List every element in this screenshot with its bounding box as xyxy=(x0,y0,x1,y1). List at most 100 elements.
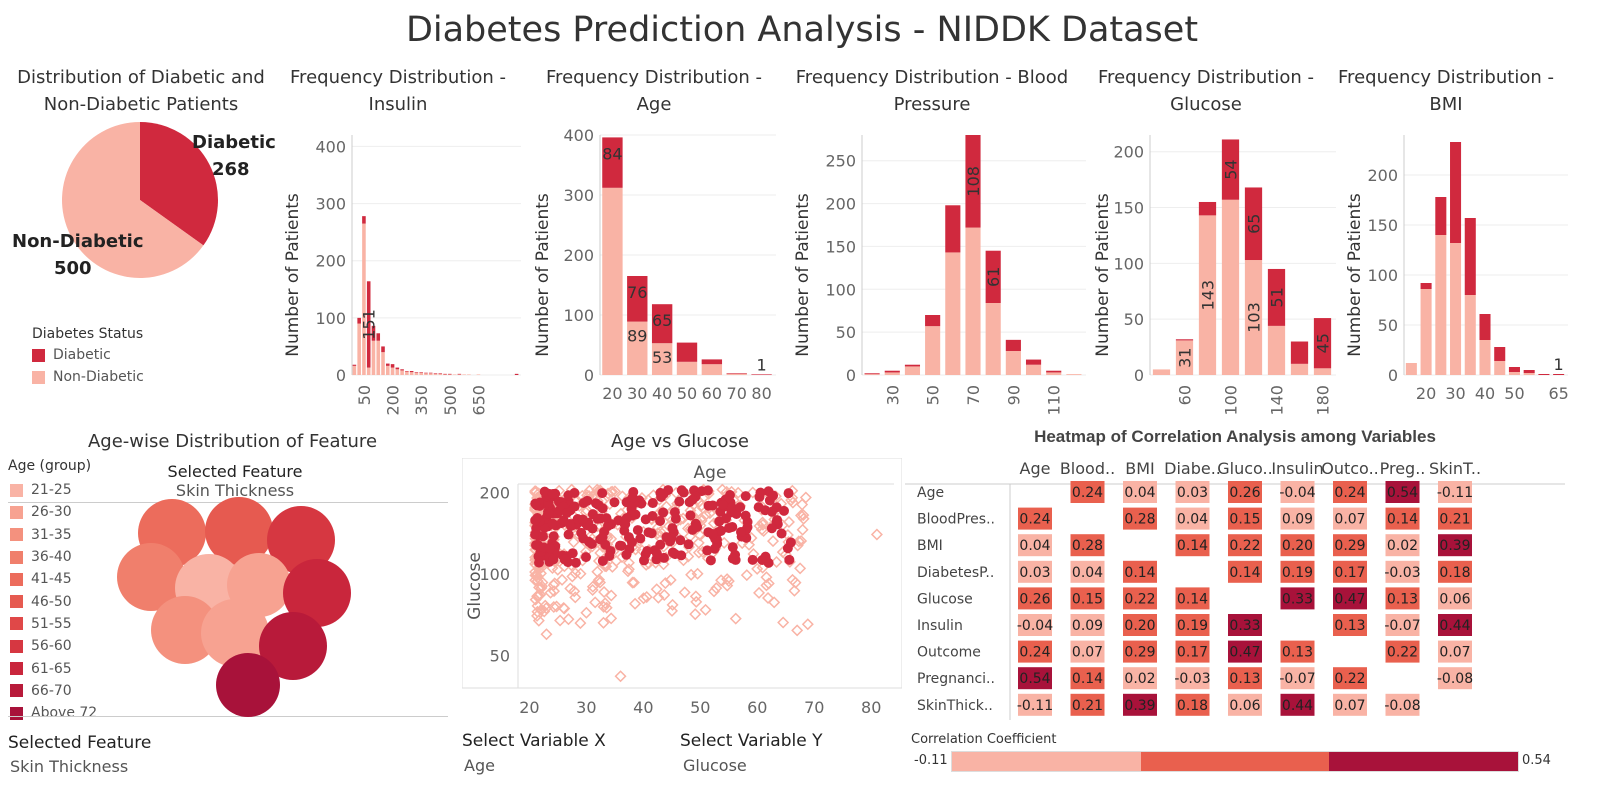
bar-diabetic[interactable] xyxy=(409,371,414,373)
heatmap-cell[interactable] xyxy=(1385,534,1420,557)
heatmap-cell[interactable] xyxy=(1333,614,1367,636)
bar-diabetic[interactable] xyxy=(381,346,385,353)
bar-diabetic[interactable] xyxy=(627,276,648,322)
heatmap-cell[interactable] xyxy=(1175,587,1210,610)
bar-diabetic[interactable] xyxy=(701,359,723,365)
pie-slice-non-diabetic[interactable] xyxy=(62,122,204,278)
bar-non-diabetic[interactable] xyxy=(1420,289,1432,375)
blood-pressure-histogram[interactable]: Number of Patients 0 50 100 150 200 250 30 50 70 9… xyxy=(790,125,1090,420)
heatmap-cell[interactable] xyxy=(1385,481,1420,503)
age-group-legend-item[interactable]: 41-45 xyxy=(10,568,97,590)
heatmap-cell[interactable] xyxy=(1175,534,1210,557)
age-group-legend-item[interactable]: 51-55 xyxy=(10,613,97,635)
heatmap-cell[interactable] xyxy=(1228,507,1262,530)
bar-diabetic[interactable] xyxy=(405,371,409,372)
age-group-legend-item[interactable]: 56-60 xyxy=(10,635,97,657)
bar-diabetic[interactable] xyxy=(371,325,376,341)
age-group-legend-item[interactable]: 36-40 xyxy=(10,546,97,568)
age-group-legend-item[interactable]: Above 72 xyxy=(10,702,97,724)
age-histogram[interactable]: Number of Patients 0 100 200 300 400 20 30 40 50 6… xyxy=(530,125,780,420)
bar-non-diabetic[interactable] xyxy=(651,343,673,375)
age-group-legend-item[interactable]: 66-70 xyxy=(10,680,97,702)
heatmap-cell[interactable] xyxy=(1385,587,1420,610)
bar-non-diabetic[interactable] xyxy=(395,369,400,375)
heatmap-cell[interactable] xyxy=(1385,693,1420,716)
heatmap-cell[interactable] xyxy=(1333,667,1367,690)
select-y-dropdown[interactable]: Glucose xyxy=(683,756,747,775)
selected-feature-dropdown[interactable]: Skin Thickness xyxy=(10,757,129,776)
bar-diabetic[interactable] xyxy=(651,304,673,344)
heatmap-cell[interactable] xyxy=(1018,587,1052,610)
bar-non-diabetic[interactable] xyxy=(381,352,385,375)
bar-diabetic[interactable] xyxy=(376,333,381,341)
heatmap-cell[interactable] xyxy=(1438,614,1472,636)
bar-diabetic[interactable] xyxy=(514,373,519,375)
bar-non-diabetic[interactable] xyxy=(400,370,404,375)
heatmap-cell[interactable] xyxy=(1438,587,1472,610)
bar-non-diabetic[interactable] xyxy=(390,367,395,375)
heatmap-cell[interactable] xyxy=(1280,640,1315,663)
bar-non-diabetic[interactable] xyxy=(1025,364,1042,375)
bar-diabetic[interactable] xyxy=(428,372,433,374)
bar-non-diabetic[interactable] xyxy=(1450,243,1462,375)
bar-diabetic[interactable] xyxy=(433,373,438,374)
heatmap-cell[interactable] xyxy=(1228,640,1262,663)
bar-non-diabetic[interactable] xyxy=(385,365,390,375)
age-bubble-chart[interactable] xyxy=(100,495,360,725)
bar-non-diabetic[interactable] xyxy=(925,326,941,375)
bar-non-diabetic[interactable] xyxy=(1435,235,1447,375)
bar-diabetic[interactable] xyxy=(357,317,361,324)
age-group-legend-item[interactable]: 61-65 xyxy=(10,657,97,679)
bar-non-diabetic[interactable] xyxy=(884,372,900,375)
bar-non-diabetic[interactable] xyxy=(376,340,381,375)
bar-non-diabetic[interactable] xyxy=(1198,215,1217,375)
bar-non-diabetic[interactable] xyxy=(362,223,366,375)
bar-diabetic[interactable] xyxy=(1025,359,1042,365)
heatmap-cell[interactable] xyxy=(1018,614,1052,636)
heatmap-cell[interactable] xyxy=(1438,534,1472,557)
bar-non-diabetic[interactable] xyxy=(443,374,447,375)
bar-non-diabetic[interactable] xyxy=(409,372,414,375)
bar-diabetic[interactable] xyxy=(1479,314,1491,340)
bar-non-diabetic[interactable] xyxy=(904,366,921,375)
heatmap-cell[interactable] xyxy=(1123,614,1157,636)
bar-non-diabetic[interactable] xyxy=(476,374,481,375)
bar-diabetic[interactable] xyxy=(443,373,447,375)
bar-non-diabetic[interactable] xyxy=(452,374,457,375)
bar-diabetic[interactable] xyxy=(945,205,961,253)
heatmap-cell[interactable] xyxy=(1070,667,1105,690)
bar-non-diabetic[interactable] xyxy=(1313,368,1332,375)
bar-diabetic[interactable] xyxy=(726,373,747,374)
age-group-legend-item[interactable]: 26-30 xyxy=(10,501,97,523)
bar-non-diabetic[interactable] xyxy=(433,373,438,375)
bar-diabetic[interactable] xyxy=(385,363,390,366)
bar-non-diabetic[interactable] xyxy=(405,371,409,375)
bar-non-diabetic[interactable] xyxy=(726,373,747,375)
bar-diabetic[interactable] xyxy=(448,373,452,375)
heatmap-cell[interactable] xyxy=(1018,507,1052,530)
bar-diabetic[interactable] xyxy=(400,369,404,371)
bar-non-diabetic[interactable] xyxy=(1221,199,1240,375)
heatmap-cell[interactable] xyxy=(1280,693,1315,716)
bar-diabetic[interactable] xyxy=(1450,142,1462,243)
bar-diabetic[interactable] xyxy=(1313,318,1332,369)
age-glucose-scatter[interactable]: Age Glucose 50 100 200 20 30 40 50 60 70 80 xyxy=(462,458,902,723)
heatmap-cell[interactable] xyxy=(1018,640,1052,663)
heatmap-cell[interactable] xyxy=(1018,693,1052,716)
heatmap-cell[interactable] xyxy=(1333,587,1367,610)
bar-diabetic[interactable] xyxy=(1267,268,1286,326)
bar-non-diabetic[interactable] xyxy=(428,373,433,375)
heatmap-cell[interactable] xyxy=(1228,481,1262,503)
bar-non-diabetic[interactable] xyxy=(462,374,466,375)
heatmap-cell[interactable] xyxy=(1280,667,1315,690)
bar-non-diabetic[interactable] xyxy=(419,372,423,375)
bar-diabetic[interactable] xyxy=(1175,339,1194,341)
bar-diabetic[interactable] xyxy=(419,372,423,373)
heatmap-cell[interactable] xyxy=(1123,507,1157,530)
heatmap-cell[interactable] xyxy=(1385,614,1420,636)
heatmap-cell[interactable] xyxy=(1123,481,1157,503)
bar-non-diabetic[interactable] xyxy=(1244,260,1263,375)
select-x-dropdown[interactable]: Age xyxy=(464,756,495,775)
bar-diabetic[interactable] xyxy=(925,315,941,327)
bar-non-diabetic[interactable] xyxy=(1464,295,1476,375)
